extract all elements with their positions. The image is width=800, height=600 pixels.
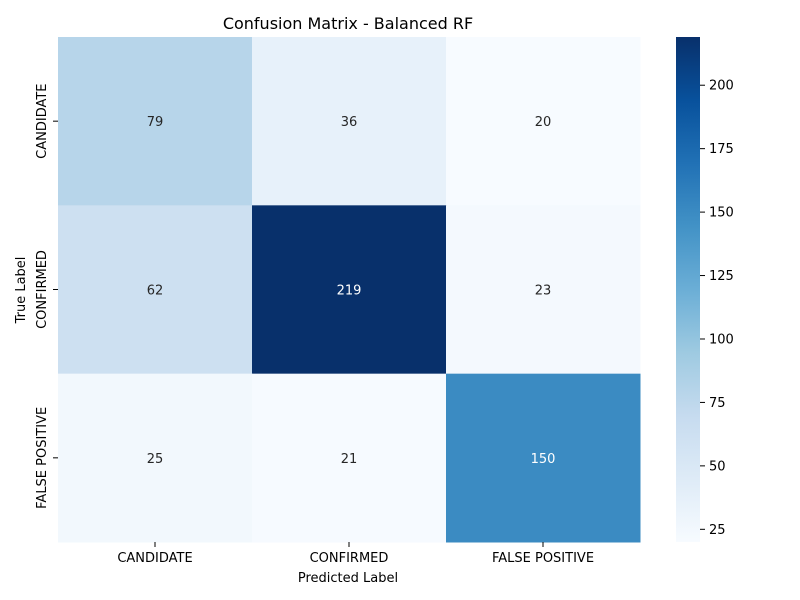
cell-value-label: 150	[531, 452, 556, 467]
x-tick-label: CANDIDATE	[117, 551, 192, 566]
heatmap-cell	[58, 205, 253, 375]
cell-value-label: 219	[337, 284, 362, 299]
cell-value-label: 25	[147, 452, 164, 467]
cell-value-label: 21	[341, 452, 358, 467]
cell-value-label: 62	[147, 284, 164, 299]
cell-value-label: 20	[535, 115, 552, 130]
colorbar-tick-label: 125	[709, 269, 734, 284]
colorbar-ticks: 25 50 75 100 125 150 175 200	[700, 79, 734, 538]
heatmap-cell	[446, 205, 641, 375]
x-axis-ticks: CANDIDATE CONFIRMED FALSE POSITIVE	[117, 542, 594, 566]
colorbar-tick-label: 200	[709, 79, 734, 94]
x-tick-label: CONFIRMED	[310, 551, 389, 566]
colorbar-tick-label: 175	[709, 142, 734, 157]
y-tick-label: CONFIRMED	[35, 250, 50, 329]
colorbar-tick-label: 50	[709, 459, 726, 474]
y-tick-label: CANDIDATE	[35, 83, 50, 158]
cell-value-label: 23	[535, 284, 552, 299]
heatmap-cell	[252, 37, 447, 206]
heatmap-cell	[446, 373, 641, 543]
heatmap-cell	[252, 373, 447, 543]
colorbar	[676, 37, 700, 542]
chart-title: Confusion Matrix - Balanced RF	[223, 14, 473, 33]
x-axis-label: Predicted Label	[298, 571, 398, 586]
y-axis-label: True Label	[14, 257, 29, 325]
heatmap-cell	[58, 37, 253, 206]
colorbar-tick-label: 150	[709, 206, 734, 221]
heatmap-cell	[446, 37, 641, 206]
heatmap-cells: 79 36 20 62 219 23 25 21 150	[58, 37, 641, 543]
heatmap-cell	[252, 205, 447, 375]
colorbar-tick-label: 100	[709, 332, 734, 347]
x-tick-label: FALSE POSITIVE	[492, 551, 594, 566]
y-axis-ticks: CANDIDATE CONFIRMED FALSE POSITIVE	[35, 83, 58, 509]
colorbar-tick-label: 25	[709, 523, 726, 538]
y-tick-label: FALSE POSITIVE	[35, 407, 50, 509]
colorbar-tick-label: 75	[709, 396, 726, 411]
cell-value-label: 79	[147, 115, 164, 130]
heatmap-cell	[58, 373, 253, 543]
cell-value-label: 36	[341, 115, 358, 130]
